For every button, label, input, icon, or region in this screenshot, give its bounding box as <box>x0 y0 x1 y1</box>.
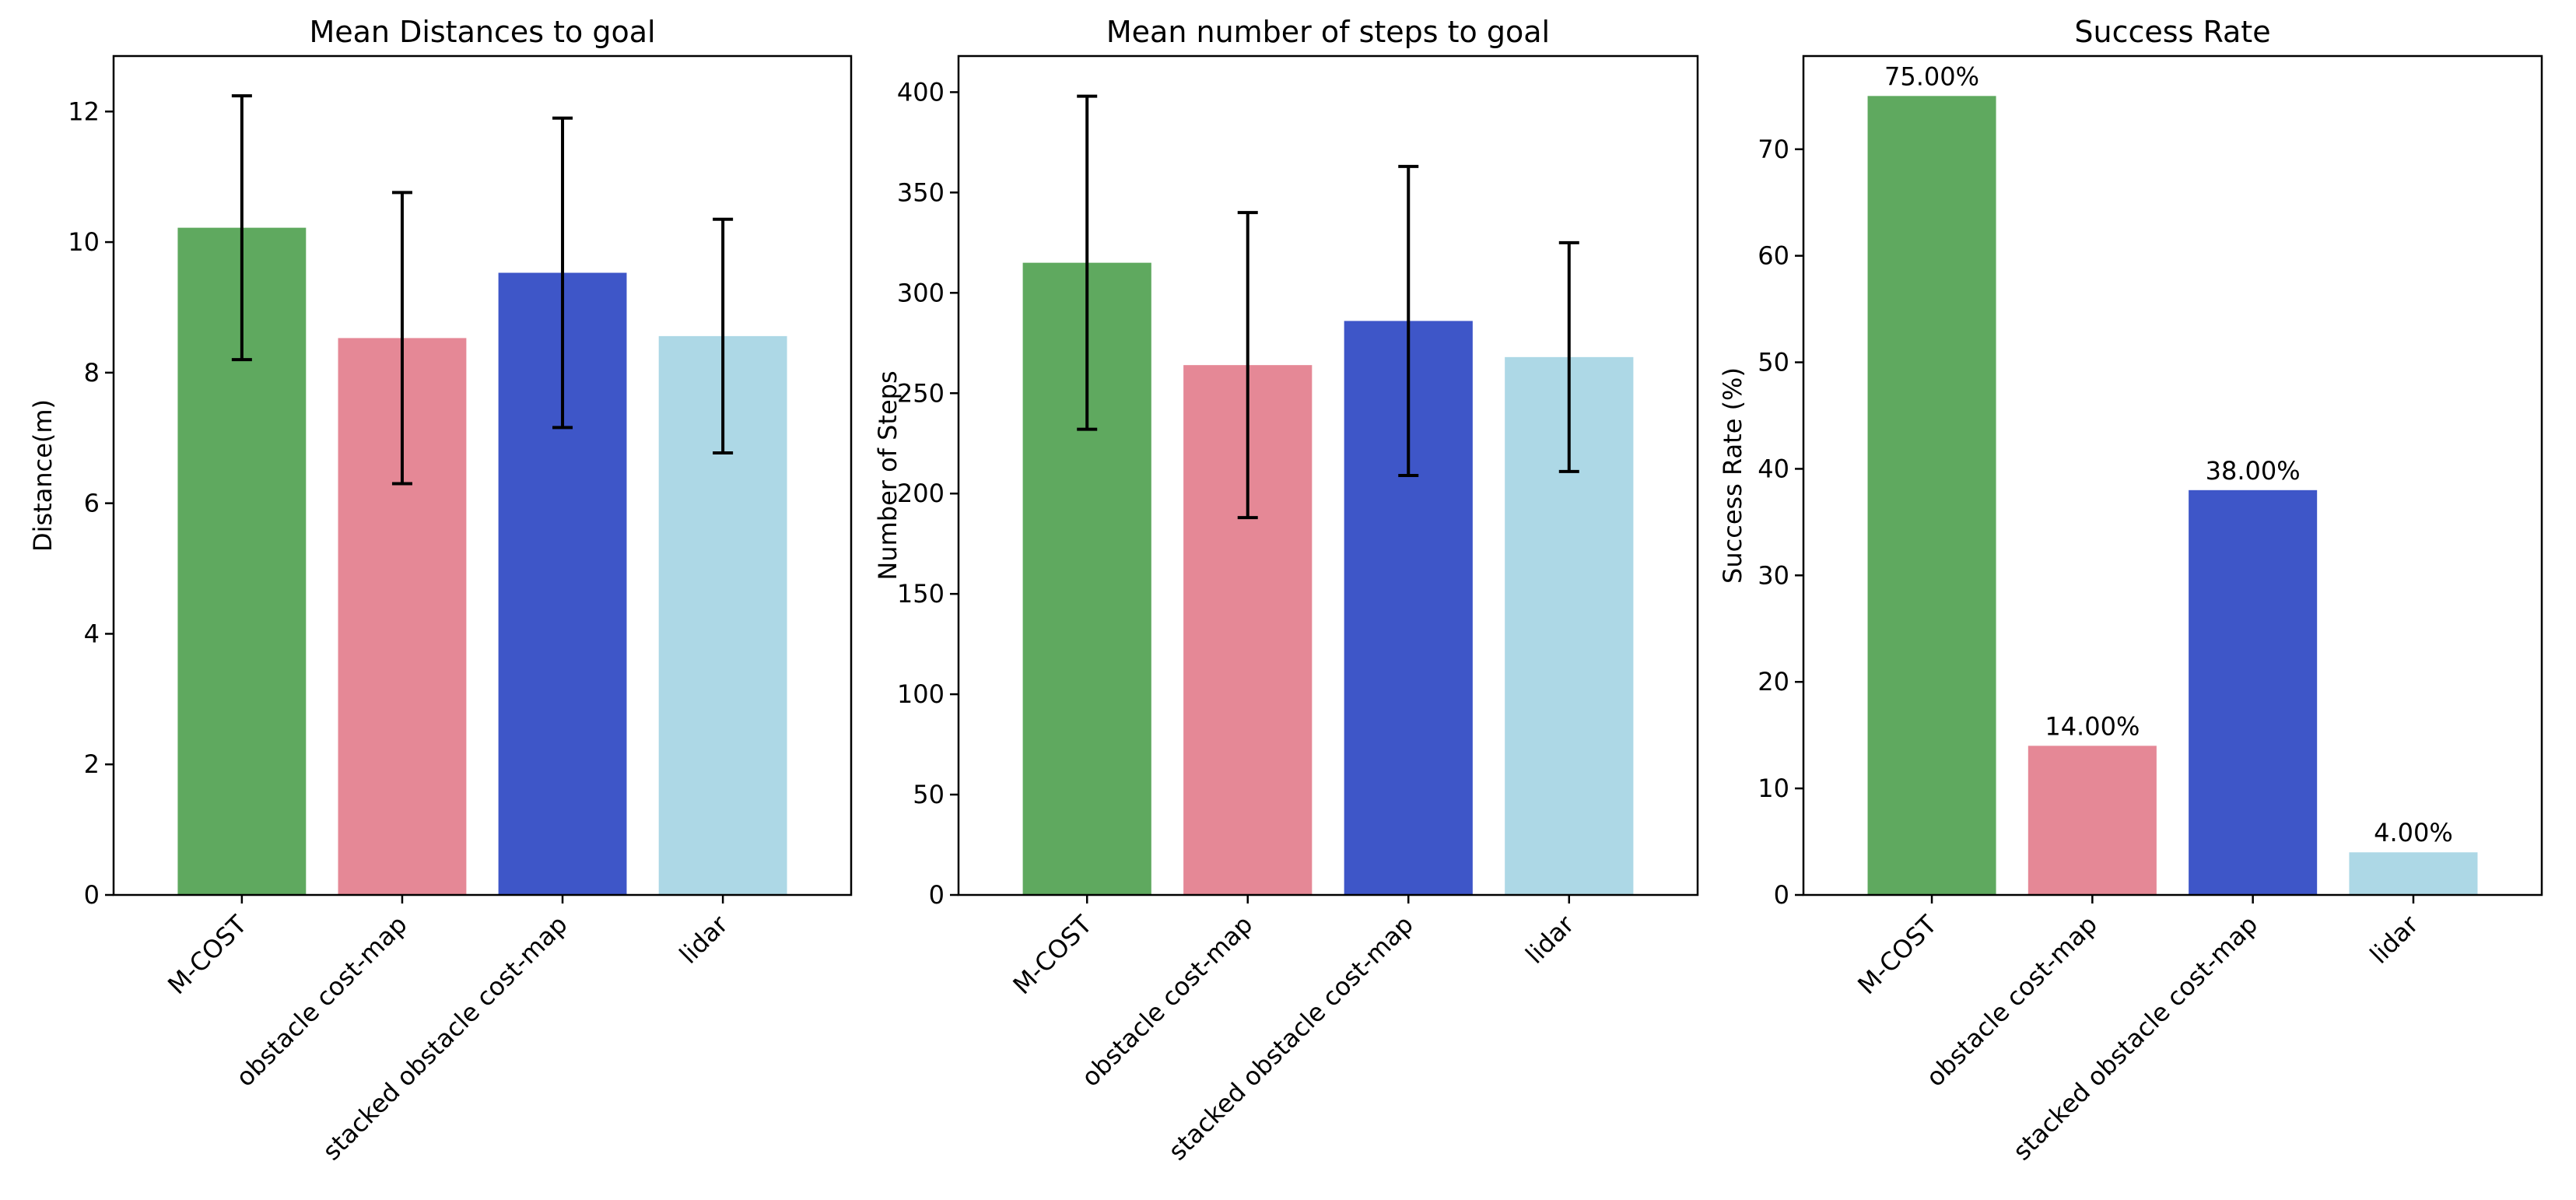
distance-y-tick-label: 0 <box>84 880 100 910</box>
steps-x-tick-label: obstacle cost-map <box>1076 910 1259 1093</box>
distance-y-tick-label: 12 <box>68 96 100 126</box>
steps-chart-panel: Mean number of steps to goal Number of St… <box>873 15 1699 1166</box>
success-rate-y-tick-label: 70 <box>1758 135 1789 164</box>
steps-y-tick-label: 350 <box>897 177 945 207</box>
steps-y-tick-label: 400 <box>897 77 945 107</box>
distance-chart-title: Mean Distances to goal <box>309 15 655 49</box>
steps-x-tick-label: M-COST <box>1008 909 1099 1000</box>
steps-chart-title: Mean number of steps to goal <box>1106 15 1550 49</box>
success-rate-bar <box>2189 489 2318 895</box>
steps-axes-frame <box>957 54 1699 896</box>
success-rate-y-tick-label: 50 <box>1758 348 1789 377</box>
steps-x-tick-label: lidar <box>1519 909 1580 970</box>
success-rate-data-label: 38.00% <box>2206 456 2301 486</box>
success-rate-y-tick-label: 30 <box>1758 560 1789 590</box>
steps-y-tick-label: 200 <box>897 479 945 508</box>
success-rate-axes-frame <box>1802 54 2543 896</box>
success-rate-data-label: 4.00% <box>2374 818 2453 847</box>
success-rate-x-tick-label: M-COST <box>1852 909 1943 1000</box>
success-rate-y-axis-label: Success Rate (%) <box>1718 367 1747 584</box>
success-rate-data-label: 14.00% <box>2045 711 2140 741</box>
distance-x-tick-label: obstacle cost-map <box>230 910 413 1093</box>
success-rate-data-label: 75.00% <box>1884 61 1979 91</box>
steps-y-tick-label: 100 <box>897 679 945 709</box>
distance-chart-panel: Mean Distances to goal Distance(m) 0 2 4 6 8 10… <box>28 15 853 1166</box>
distance-y-tick-label: 10 <box>68 227 100 257</box>
distance-x-tick-label: M-COST <box>162 909 253 1000</box>
success-rate-chart-panel: Success Rate Success Rate (%) 0 10 20 30 40 50 6… <box>1718 15 2543 1166</box>
distance-y-tick-label: 8 <box>84 358 100 388</box>
distance-axes-frame <box>112 54 853 896</box>
success-rate-y-tick-label: 10 <box>1758 774 1789 803</box>
steps-y-tick-label: 150 <box>897 579 945 609</box>
success-rate-bar <box>2349 852 2478 895</box>
steps-y-tick-label: 300 <box>897 278 945 307</box>
steps-y-tick-label: 0 <box>929 880 945 910</box>
success-rate-bar <box>2028 746 2157 895</box>
success-rate-bar <box>1867 96 1996 895</box>
distance-y-tick-label: 6 <box>84 489 100 518</box>
success-rate-x-tick-label: lidar <box>2364 909 2425 970</box>
distance-y-tick-label: 2 <box>84 749 100 779</box>
distance-y-tick-label: 4 <box>84 619 100 648</box>
success-rate-chart-title: Success Rate <box>2074 15 2270 49</box>
success-rate-y-tick-label: 60 <box>1758 241 1789 271</box>
distance-y-axis-label: Distance(m) <box>28 399 58 552</box>
distance-x-tick-label: lidar <box>674 909 734 970</box>
success-rate-y-tick-label: 40 <box>1758 454 1789 483</box>
success-rate-x-tick-label: obstacle cost-map <box>1920 910 2103 1093</box>
success-rate-y-tick-label: 20 <box>1758 667 1789 696</box>
success-rate-y-tick-label: 0 <box>1774 880 1789 910</box>
steps-y-axis-label: Number of Steps <box>873 370 902 580</box>
steps-y-tick-label: 250 <box>897 378 945 408</box>
steps-y-tick-label: 50 <box>913 780 945 809</box>
